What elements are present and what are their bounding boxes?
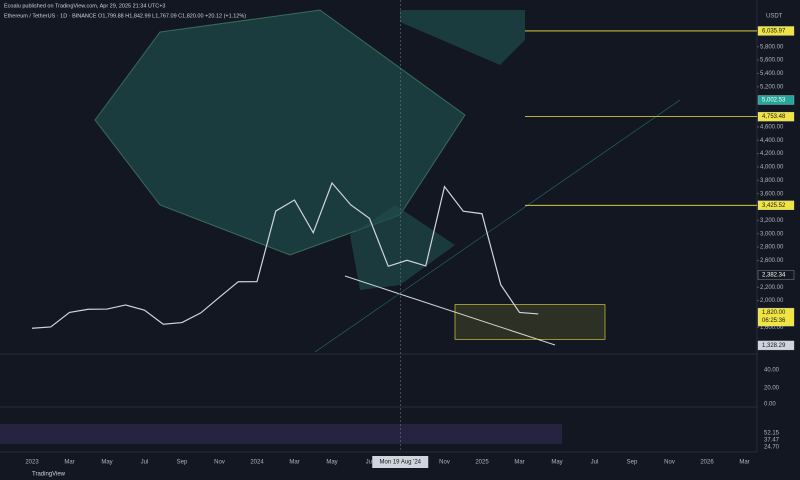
- y-tick-label: 4,000.00: [760, 165, 784, 171]
- rsi-axis-label: 20.00: [764, 386, 780, 392]
- x-tick-label: 2023: [25, 460, 39, 466]
- osc-axis-label: 52.15: [764, 431, 780, 437]
- x-tick-label: Jul: [141, 460, 149, 466]
- y-tick-label: 2,200.00: [760, 285, 784, 291]
- x-tick-label: Nov: [214, 460, 225, 466]
- x-tick-label: 2025: [475, 460, 489, 466]
- y-tick-label: 3,600.00: [760, 191, 784, 197]
- price-tag-countdown: 06:25:36: [762, 318, 786, 324]
- y-tick-label: 3,000.00: [760, 231, 784, 237]
- x-tick-label: May: [551, 460, 562, 466]
- x-tick-label: Jul: [366, 460, 374, 466]
- crosshair-label: Mon 19 Aug '24: [379, 460, 421, 466]
- price-tag-label: 5,002.53: [762, 98, 786, 104]
- x-tick-label: Jul: [591, 460, 599, 466]
- price-tag-bg: [757, 340, 795, 351]
- trend-line: [344, 275, 556, 346]
- y-tick-label: 5,200.00: [760, 84, 784, 90]
- x-tick-label: Mar: [514, 460, 524, 466]
- price-tag-label: 1,820.00: [762, 310, 786, 316]
- price-tag-bg: [757, 111, 795, 122]
- rsi-axis-label: 0.00: [764, 402, 776, 408]
- y-tick-label: 3,200.00: [760, 218, 784, 224]
- y-tick-label: 5,800.00: [760, 44, 784, 50]
- y-tick-label: 5,600.00: [760, 58, 784, 64]
- hexagon-drawing: [94, 9, 466, 256]
- hexagon-drawing: [350, 205, 455, 290]
- y-tick-label: 4,200.00: [760, 151, 784, 157]
- price-tag-bg: [757, 200, 795, 210]
- x-tick-label: Mar: [289, 460, 299, 466]
- osc-axis-label: 24.70: [764, 445, 780, 451]
- price-tag-bg: [757, 270, 795, 280]
- x-tick-label: 2026: [700, 460, 714, 466]
- y-tick-label: 1,600.00: [760, 325, 784, 331]
- osc-axis-label: 37.47: [764, 438, 780, 444]
- y-tick-label: 3,800.00: [760, 178, 784, 184]
- y-tick-label: 5,400.00: [760, 71, 784, 77]
- x-tick-label: May: [101, 460, 112, 466]
- price-tag-bg: [757, 26, 795, 36]
- y-tick-label: 2,000.00: [760, 298, 784, 304]
- price-tag-label: 4,753.48: [762, 114, 786, 120]
- y-tick-label: 2,800.00: [760, 245, 784, 251]
- x-tick-label: May: [326, 460, 337, 466]
- y-tick-label: 4,600.00: [760, 124, 784, 130]
- price-tag-label: 1,328.29: [762, 343, 786, 349]
- price-line: [31, 181, 539, 329]
- price-zone: [454, 304, 606, 340]
- currency-label: USDT: [766, 14, 783, 20]
- hexagon-drawing: [400, 10, 525, 65]
- x-tick-label: 2024: [250, 460, 264, 466]
- price-tag-label: 3,425.52: [762, 203, 786, 209]
- price-tag-label: 6,035.97: [762, 29, 786, 35]
- x-tick-label: Sep: [627, 460, 638, 466]
- price-tag-bg: [757, 95, 795, 105]
- x-tick-label: Sep: [177, 460, 188, 466]
- x-tick-label: Mar: [64, 460, 74, 466]
- price-tag-bg: [757, 307, 795, 327]
- crosshair-label-bg: [372, 456, 429, 468]
- x-tick-label: Nov: [439, 460, 450, 466]
- trend-line: [314, 99, 681, 353]
- price-tag-label: 2,382.34: [762, 273, 786, 279]
- symbol-text: Ethereum / TetherUS · 1D · BINANCE O1,79…: [4, 13, 246, 19]
- x-tick-label: Nov: [664, 460, 675, 466]
- y-tick-label: 4,400.00: [760, 138, 784, 144]
- x-tick-label: Mar: [739, 460, 749, 466]
- oscillator-band: [0, 424, 562, 444]
- logo: TradingView: [32, 472, 66, 478]
- publisher-text: Ecoalu published on TradingView.com, Apr…: [4, 3, 166, 9]
- y-tick-label: 2,600.00: [760, 258, 784, 264]
- rsi-axis-label: 40.00: [764, 368, 780, 374]
